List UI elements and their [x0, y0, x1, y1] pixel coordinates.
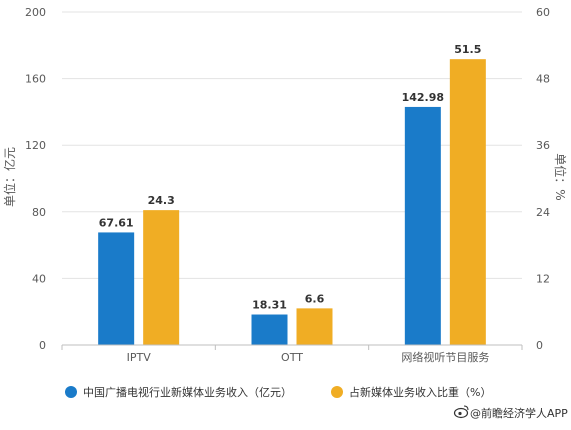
legend-swatch-revenue: [65, 386, 77, 398]
credit-text: @前瞻经济学人APP: [470, 406, 568, 420]
credit: @前瞻经济学人APP: [453, 405, 568, 420]
data-label: 142.98: [402, 91, 444, 104]
x-tick-label: IPTV: [127, 351, 152, 364]
y2-tick-label: 12: [536, 272, 550, 285]
y-tick-label: 40: [32, 272, 46, 285]
y-tick-label: 160: [25, 73, 46, 86]
x-tick-label: 网络视听节目服务: [401, 350, 489, 364]
weibo-icon: [453, 405, 469, 419]
bar-revenue: [251, 314, 288, 345]
bar-share: [449, 59, 486, 346]
bar-share: [296, 308, 333, 345]
data-label: 6.6: [305, 292, 325, 305]
bar-share: [143, 210, 180, 345]
y2-tick-label: 60: [536, 6, 550, 19]
axes: 0 40 80 120 160 200 0 12 24 36 48 60 IPTV OTT 网络视听节目服务: [25, 6, 550, 364]
data-label: 24.3: [148, 194, 175, 207]
y-axis-title: 单位：亿元: [2, 147, 17, 207]
legend: 中国广播电视行业新媒体业务收入（亿元） 占新媒体业务收入比重（%）: [65, 385, 491, 399]
y-tick-label: 0: [39, 339, 46, 352]
legend-swatch-share: [331, 386, 343, 398]
x-tick-label: OTT: [281, 351, 303, 364]
y2-tick-label: 48: [536, 73, 550, 86]
y-tick-label: 200: [25, 6, 46, 19]
data-label: 18.31: [252, 299, 287, 312]
data-label: 67.61: [99, 216, 134, 229]
legend-label-share: 占新媒体业务收入比重（%）: [349, 385, 491, 399]
y2-tick-label: 24: [536, 206, 550, 219]
y-tick-label: 120: [25, 139, 46, 152]
data-labels: 67.61 24.3 18.31 6.6 142.98 51.5: [99, 43, 482, 311]
y2-tick-label: 0: [536, 339, 543, 352]
gridlines: [62, 11, 522, 279]
y2-axis-title: 单位：%: [553, 153, 568, 200]
data-label: 51.5: [454, 43, 481, 56]
bar-revenue: [404, 106, 441, 346]
y-tick-label: 80: [32, 206, 46, 219]
legend-label-revenue: 中国广播电视行业新媒体业务收入（亿元）: [83, 385, 292, 399]
y2-tick-label: 36: [536, 139, 550, 152]
bar-revenue: [98, 232, 135, 345]
bars: [98, 59, 486, 346]
